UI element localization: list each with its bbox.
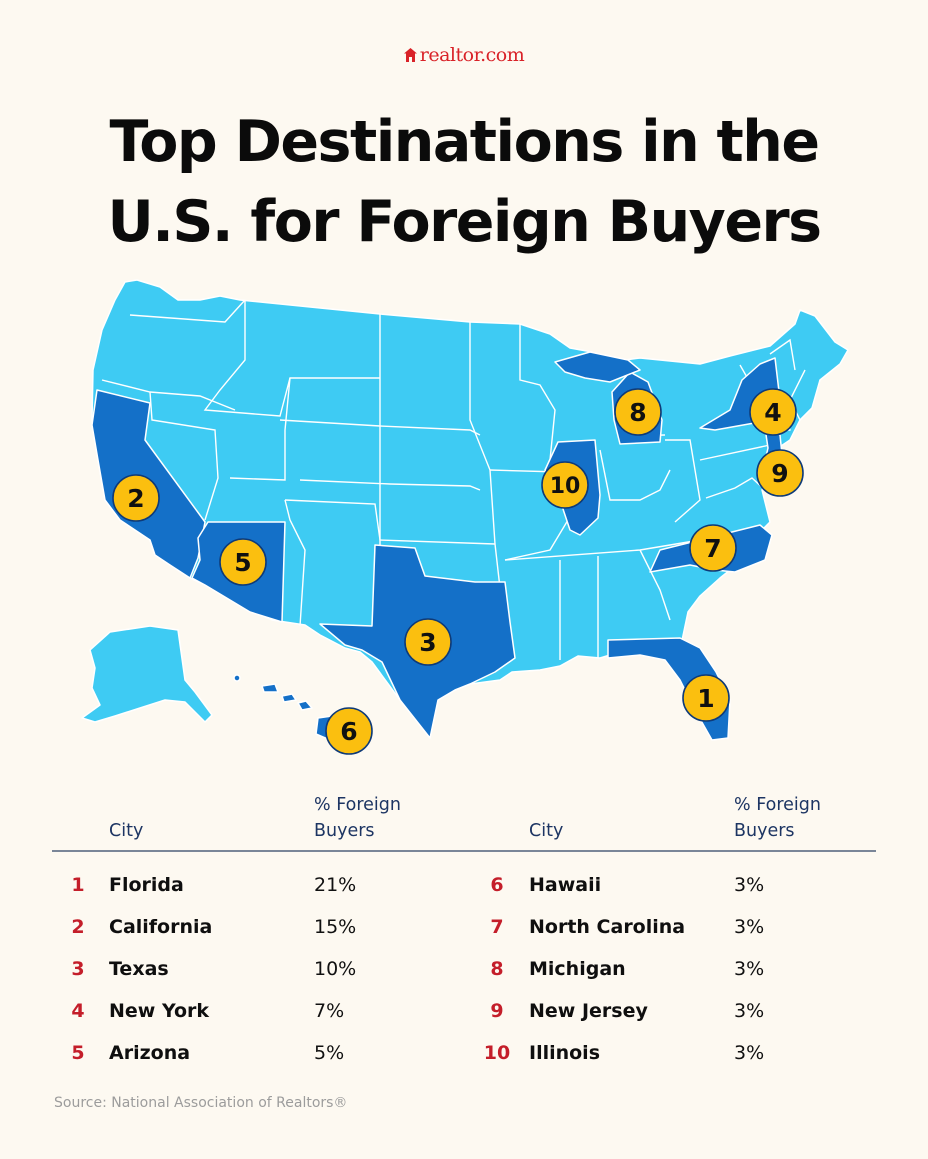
- page-title: Top Destinations in the U.S. for Foreign…: [0, 102, 928, 262]
- pct-value: 3%: [734, 916, 765, 938]
- alaska: [81, 625, 213, 723]
- pct-value: 3%: [734, 1042, 765, 1064]
- rank-number: 5: [71, 1042, 85, 1064]
- col-header-pct-left: % Foreign Buyers: [314, 795, 401, 841]
- svg-text:4: 4: [764, 398, 781, 427]
- city-name: Arizona: [109, 1042, 191, 1064]
- badge-9: 9: [756, 449, 804, 497]
- city-name: New York: [109, 1000, 210, 1022]
- col-header-city-right: City: [529, 821, 564, 841]
- badge-7: 7: [689, 524, 737, 572]
- svg-text:5: 5: [234, 548, 251, 577]
- badge-3: 3: [404, 618, 452, 666]
- header-divider: [52, 850, 876, 852]
- city-name: Michigan: [529, 958, 626, 980]
- rank-number: 3: [71, 958, 85, 980]
- city-name: Florida: [109, 874, 184, 896]
- title-line-1: Top Destinations in the: [109, 109, 820, 175]
- pct-value: 5%: [314, 1042, 345, 1064]
- pct-value: 15%: [314, 916, 357, 938]
- source-note: Source: National Association of Realtors…: [54, 1095, 348, 1111]
- badge-4: 4: [749, 388, 797, 436]
- pct-value: 3%: [734, 958, 765, 980]
- badge-2: 2: [112, 474, 160, 522]
- pct-value: 3%: [734, 1000, 765, 1022]
- svg-text:7: 7: [704, 534, 721, 563]
- pct-value: 21%: [314, 874, 357, 896]
- svg-text:3: 3: [419, 628, 436, 657]
- badge-5: 5: [219, 538, 267, 586]
- badge-6: 6: [325, 707, 373, 755]
- city-name: North Carolina: [529, 916, 686, 938]
- rank-number: 8: [490, 958, 504, 980]
- badge-8: 8: [614, 388, 662, 436]
- realtor-logo: realtor.com: [0, 44, 928, 66]
- svg-text:2: 2: [127, 484, 144, 513]
- house-icon: [403, 48, 417, 62]
- badge-10: 10: [541, 461, 589, 509]
- rank-number: 4: [71, 1000, 85, 1022]
- city-name: New Jersey: [529, 1000, 648, 1022]
- us-map: 1 2 3 4 5 6 7 8 9 10: [81, 279, 849, 755]
- svg-text:6: 6: [340, 717, 357, 746]
- rank-number: 2: [71, 916, 85, 938]
- pct-value: 7%: [314, 1000, 345, 1022]
- svg-text:10: 10: [550, 474, 581, 499]
- state-michigan-upper: [554, 351, 641, 383]
- state-borders: [101, 299, 813, 660]
- logo-text: realtor.com: [419, 44, 525, 66]
- city-name: Texas: [109, 958, 169, 980]
- rank-number: 9: [490, 1000, 504, 1022]
- svg-text:8: 8: [629, 398, 646, 427]
- col-header-pct-right: % Foreign Buyers: [734, 795, 821, 841]
- city-name: Hawaii: [529, 874, 602, 896]
- rank-number: 7: [490, 916, 504, 938]
- hawaii: [233, 674, 341, 741]
- svg-text:9: 9: [771, 459, 788, 488]
- svg-text:1: 1: [697, 684, 714, 713]
- rank-number: 10: [483, 1042, 511, 1064]
- rank-number: 6: [490, 874, 504, 896]
- col-header-city-left: City: [109, 821, 144, 841]
- city-name: California: [109, 916, 213, 938]
- city-name: Illinois: [529, 1042, 601, 1064]
- pct-value: 10%: [314, 958, 357, 980]
- rank-number: 1: [71, 874, 85, 896]
- title-line-2: U.S. for Foreign Buyers: [107, 189, 822, 255]
- pct-value: 3%: [734, 874, 765, 896]
- badge-1: 1: [682, 674, 730, 722]
